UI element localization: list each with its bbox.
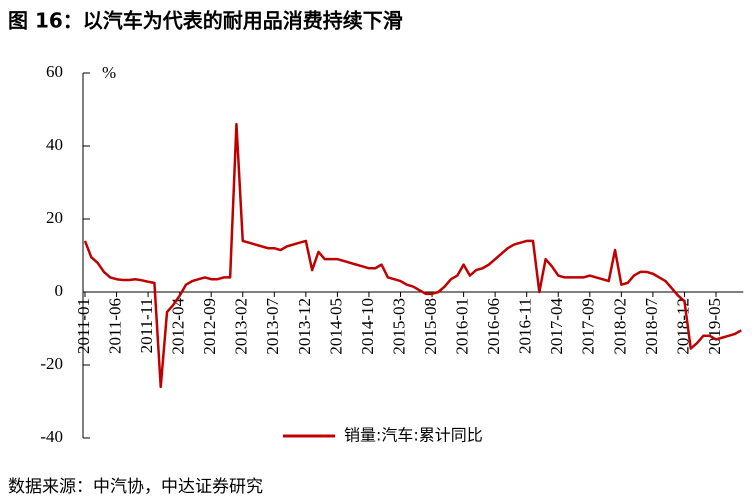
x-tick-label: 2016-11 xyxy=(516,298,535,354)
x-tick-label: 2016-06 xyxy=(484,298,503,355)
x-tick-label: 2014-05 xyxy=(326,298,345,355)
y-tick-label: 0 xyxy=(55,281,64,300)
y-tick-label: 40 xyxy=(46,135,63,154)
x-tick-label: 2018-12 xyxy=(673,298,692,355)
x-tick-label: 2011-01 xyxy=(74,298,93,354)
y-unit: % xyxy=(102,63,116,82)
y-tick-label: -40 xyxy=(40,427,63,446)
x-tick-label: 2015-08 xyxy=(421,298,440,355)
x-tick-label: 2011-11 xyxy=(137,298,156,353)
x-tick-label: 2018-07 xyxy=(642,298,661,355)
x-tick-label: 2016-01 xyxy=(453,298,472,355)
x-tick-label: 2012-09 xyxy=(200,298,219,355)
x-tick-label: 2013-02 xyxy=(232,298,251,355)
x-tick-label: 2013-12 xyxy=(295,298,314,355)
x-tick-label: 2015-03 xyxy=(389,298,408,355)
x-tick-label: 2017-09 xyxy=(579,298,598,355)
x-tick-label: 2014-10 xyxy=(358,298,377,355)
legend-label: 销量:汽车:累计同比 xyxy=(344,426,483,445)
chart-title: 图 16：以汽车为代表的耐用品消费持续下滑 xyxy=(8,9,403,33)
y-tick-label: -20 xyxy=(40,354,63,373)
x-tick-label: 2017-04 xyxy=(547,298,566,355)
x-tick-label: 2019-05 xyxy=(705,298,724,355)
y-tick-label: 60 xyxy=(46,62,63,81)
x-tick-label: 2018-02 xyxy=(610,298,629,355)
source-note: 数据来源：中汽协，中达证券研究 xyxy=(8,477,263,497)
data-line xyxy=(83,122,742,389)
x-tick-label: 2012-04 xyxy=(169,298,188,355)
y-tick-label: 20 xyxy=(46,208,63,227)
x-tick-label: 2013-07 xyxy=(263,298,282,355)
x-tick-label: 2011-06 xyxy=(105,298,124,354)
